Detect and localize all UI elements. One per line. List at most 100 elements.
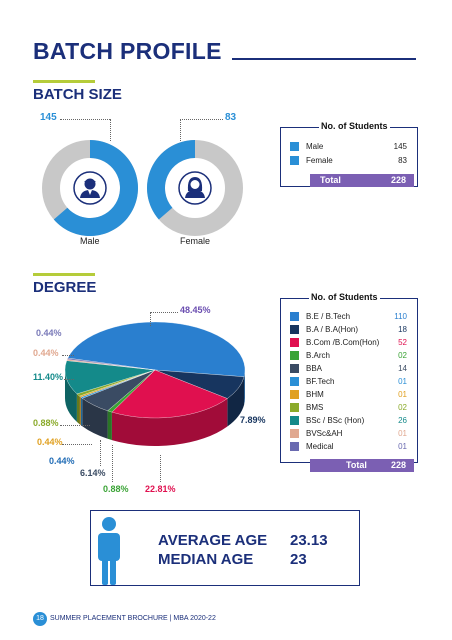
average-age-label: AVERAGE AGE xyxy=(158,532,268,549)
page-number: 18 xyxy=(33,612,47,626)
pie-label: 0.88% xyxy=(33,418,59,428)
median-age-label: MEDIAN AGE xyxy=(158,551,254,568)
legend-label: Male xyxy=(306,142,324,151)
legend-label: BF.Tech xyxy=(306,377,335,386)
total-label: Total xyxy=(346,460,367,470)
pie-label: 7.89% xyxy=(240,415,266,425)
male-person-icon xyxy=(73,171,107,205)
legend-value: 52 xyxy=(398,338,407,347)
male-count-leader-drop xyxy=(110,119,111,141)
pie-label-leader xyxy=(160,455,161,482)
legend-label: Medical xyxy=(306,442,334,451)
section-title-degree: DEGREE xyxy=(33,279,97,296)
pie-slice xyxy=(64,360,156,395)
batch-legend-heading: No. of Students xyxy=(319,121,390,131)
median-age-value: 23 xyxy=(290,551,307,568)
legend-value: 145 xyxy=(393,142,407,151)
legend-swatch xyxy=(290,364,299,373)
pie-slice-side xyxy=(80,397,83,427)
footer-text: SUMMER PLACEMENT BROCHURE | MBA 2020-22 xyxy=(50,615,216,622)
pie-slice-side xyxy=(111,398,228,446)
legend-value: 83 xyxy=(398,156,407,165)
legend-label: B.E / B.Tech xyxy=(306,312,351,321)
legend-label: BSc / BSc (Hon) xyxy=(306,416,365,425)
female-count-leader xyxy=(180,119,223,120)
legend-row: Female 83 xyxy=(281,155,417,167)
pie-slice-side xyxy=(82,398,108,439)
legend-row: Male 145 xyxy=(281,141,417,153)
pie-label-leader xyxy=(60,425,90,426)
pie-label: 6.14% xyxy=(80,468,106,478)
legend-swatch xyxy=(290,338,299,347)
legend-swatch xyxy=(290,312,299,321)
pie-slice-side xyxy=(76,393,80,425)
pie-slice-side xyxy=(227,376,245,427)
pie-label: 11.40% xyxy=(33,372,64,382)
pie-label: 0.44% xyxy=(37,437,63,447)
title-rule xyxy=(232,58,416,60)
legend-swatch xyxy=(290,390,299,399)
pie-label-leader xyxy=(150,312,178,313)
legend-row: BSc / BSc (Hon) 26 xyxy=(281,415,417,427)
age-box xyxy=(90,510,360,586)
legend-row: BBA 14 xyxy=(281,363,417,375)
pie-label: 48.45% xyxy=(180,305,211,315)
legend-swatch xyxy=(290,156,299,165)
male-donut xyxy=(42,140,139,236)
male-donut-slice xyxy=(53,140,139,236)
male-count-leader xyxy=(60,119,110,120)
pie-label-leader xyxy=(64,379,74,380)
legend-value: 110 xyxy=(394,312,407,321)
legend-value: 18 xyxy=(398,325,407,334)
page-title: BATCH PROFILE xyxy=(33,38,222,64)
person-icon xyxy=(98,517,120,585)
pie-label-leader xyxy=(150,312,151,326)
degree-legend-heading: No. of Students xyxy=(309,292,380,302)
pie-label: 0.44% xyxy=(49,456,75,466)
legend-row: B.Arch 02 xyxy=(281,350,417,362)
legend-row: BMS 02 xyxy=(281,402,417,414)
female-donut-slice xyxy=(147,140,195,220)
legend-label: B.Arch xyxy=(306,351,331,360)
legend-swatch xyxy=(290,377,299,386)
pie-slice xyxy=(111,369,228,419)
female-count-label: 83 xyxy=(225,112,237,123)
total-value: 228 xyxy=(390,175,406,185)
pie-sides xyxy=(65,370,245,446)
section-accent xyxy=(33,80,95,83)
legend-value: 01 xyxy=(398,390,407,399)
female-caption: Female xyxy=(180,236,211,246)
legend-label: B.A / B.A(Hon) xyxy=(306,325,359,334)
legend-value: 02 xyxy=(398,351,407,360)
legend-swatch xyxy=(290,325,299,334)
legend-row: BHM 01 xyxy=(281,389,417,401)
legend-swatch xyxy=(290,142,299,151)
legend-swatch xyxy=(290,403,299,412)
pie-label: 22.81% xyxy=(145,484,176,494)
male-count-label: 145 xyxy=(40,112,57,123)
pie-slice-side xyxy=(65,370,77,422)
legend-row: B.E / B.Tech 110 xyxy=(281,311,417,323)
legend-value: 01 xyxy=(398,377,407,386)
legend-row: BVSc&AH 01 xyxy=(281,428,417,440)
pie-label-leader xyxy=(62,444,92,445)
section-title-batch-size: BATCH SIZE xyxy=(33,86,122,103)
legend-value: 26 xyxy=(398,416,407,425)
pie-label-leader xyxy=(112,445,113,482)
pie-label: 0.88% xyxy=(103,484,129,494)
total-label: Total xyxy=(320,175,341,185)
legend-row: BF.Tech 01 xyxy=(281,376,417,388)
pie-label: 0.44% xyxy=(36,328,62,338)
legend-label: BHM xyxy=(306,390,324,399)
degree-pie-chart xyxy=(64,321,246,446)
legend-value: 01 xyxy=(398,442,407,451)
pie-label: 0.44% xyxy=(33,348,59,358)
legend-label: B.Com /B.Com(Hon) xyxy=(306,338,380,347)
pie-label-leader xyxy=(62,355,74,356)
legend-value: 01 xyxy=(398,429,407,438)
legend-value: 14 xyxy=(398,364,407,373)
degree-total-bar: Total 228 xyxy=(310,459,414,472)
legend-row: B.A / B.A(Hon) 18 xyxy=(281,324,417,336)
female-count-leader-drop xyxy=(180,119,181,141)
legend-swatch xyxy=(290,416,299,425)
